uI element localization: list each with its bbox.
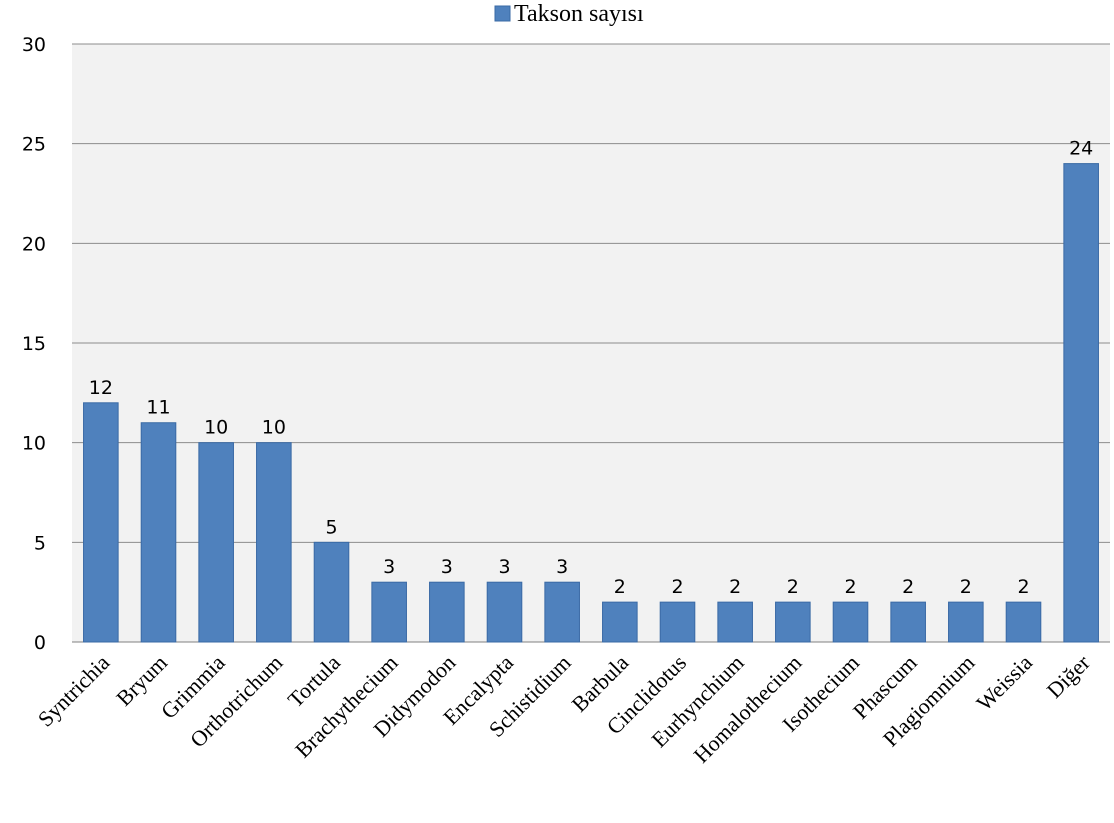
- data-label: 2: [902, 576, 914, 598]
- category-labels: SyntrichiaBryumGrimmiaOrthotrichumTortul…: [33, 649, 1095, 767]
- y-tick-label: 5: [34, 532, 46, 554]
- bar: [198, 442, 234, 643]
- bar: [429, 581, 465, 643]
- gridlines: [72, 43, 1110, 643]
- bar: [83, 402, 119, 643]
- x-tick-label: Syntrichia: [33, 650, 115, 732]
- y-tick-label: 0: [34, 632, 46, 654]
- data-label: 3: [498, 556, 510, 578]
- bar: [313, 541, 350, 643]
- data-label: 3: [383, 556, 395, 578]
- data-label: 10: [204, 417, 228, 439]
- data-labels: 12 11 10 10 5 3 3 3 3 2 2 2 2 2 2 2 2 24: [89, 138, 1094, 599]
- bar: [371, 581, 407, 643]
- bar: [1005, 601, 1042, 643]
- bar: [602, 601, 638, 643]
- y-axis-ticks: 0 5 10 15 20 25 30: [22, 34, 46, 654]
- data-label: 3: [556, 556, 568, 578]
- data-label: 2: [960, 576, 972, 598]
- data-label: 2: [844, 576, 856, 598]
- legend-swatch: [494, 5, 511, 22]
- bars: [83, 163, 1099, 643]
- bar: [659, 601, 696, 643]
- legend-label: Takson sayısı: [514, 1, 644, 27]
- data-label: 2: [614, 576, 626, 598]
- bar: [832, 601, 869, 643]
- y-tick-label: 25: [22, 134, 46, 156]
- x-tick-label: Diğer: [1042, 649, 1096, 703]
- x-tick-label: Weissia: [971, 650, 1037, 716]
- data-label: 2: [787, 576, 799, 598]
- bar: [775, 601, 811, 643]
- data-label: 2: [1017, 576, 1029, 598]
- data-label: 24: [1069, 138, 1093, 160]
- data-label: 2: [671, 576, 683, 598]
- y-tick-label: 30: [22, 34, 46, 56]
- bar: [486, 581, 523, 643]
- bar: [1063, 163, 1099, 643]
- y-tick-label: 10: [22, 433, 46, 455]
- y-tick-label: 20: [22, 233, 46, 255]
- bar: [256, 442, 292, 643]
- bar: [890, 601, 926, 643]
- data-label: 11: [146, 397, 170, 419]
- bar: [717, 601, 753, 643]
- legend: Takson sayısı: [494, 1, 644, 27]
- bar: [544, 581, 580, 643]
- bar: [140, 422, 177, 643]
- data-label: 3: [441, 556, 453, 578]
- y-tick-label: 15: [22, 333, 46, 355]
- data-label: 12: [89, 377, 113, 399]
- data-label: 10: [262, 417, 286, 439]
- data-label: 5: [325, 516, 337, 538]
- data-label: 2: [729, 576, 741, 598]
- bar: [948, 601, 984, 643]
